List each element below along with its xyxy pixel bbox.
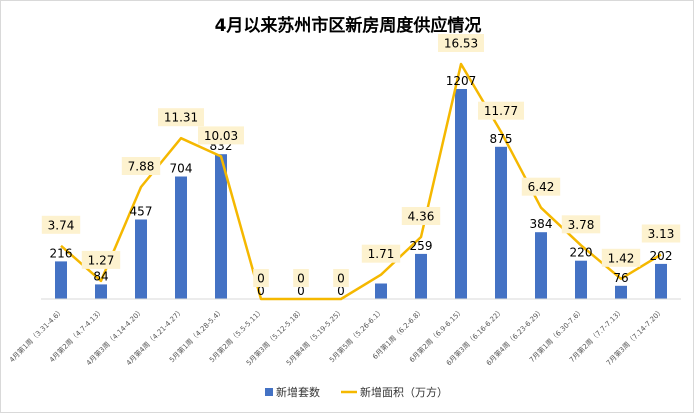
area-value-label-16: 3.13 xyxy=(641,224,681,243)
bar-4 xyxy=(175,176,187,299)
area-value-label-8: 0 xyxy=(333,269,349,287)
area-label-bg xyxy=(293,269,309,287)
area-label-text: 3.13 xyxy=(648,227,675,241)
area-label-bg xyxy=(641,224,681,243)
bar-value-label-7: 0 xyxy=(297,284,305,298)
legend-swatch-bar xyxy=(265,388,273,396)
area-value-label-10: 4.36 xyxy=(401,207,441,225)
bar-12 xyxy=(495,146,507,299)
area-label-text: 11.31 xyxy=(164,111,198,125)
bar-16 xyxy=(655,263,667,299)
bar-value-label-2: 84 xyxy=(93,269,108,283)
area-value-label-2: 1.27 xyxy=(81,250,121,269)
area-label-text: 3.78 xyxy=(568,218,595,232)
legend-label-bar: 新增套数 xyxy=(276,385,320,399)
area-label-bg xyxy=(198,126,244,145)
bar-2 xyxy=(95,284,107,299)
area-label-bg xyxy=(401,207,441,225)
bar-value-label-11: 1207 xyxy=(446,74,477,88)
area-label-text: 16.53 xyxy=(444,37,478,51)
area-value-label-3: 7.88 xyxy=(121,157,161,175)
bar-3 xyxy=(135,219,147,299)
area-label-text: 1.27 xyxy=(88,253,115,267)
area-label-bg xyxy=(438,34,484,52)
bar-13 xyxy=(535,232,547,299)
bars-layer xyxy=(55,89,667,299)
area-value-label-11: 16.53 xyxy=(438,34,484,52)
area-value-label-1: 3.74 xyxy=(41,215,81,234)
area-value-label-7: 0 xyxy=(293,269,309,287)
bar-value-label-16: 202 xyxy=(650,249,673,263)
area-label-text: 4.36 xyxy=(408,210,435,224)
bar-value-label-13: 384 xyxy=(530,217,553,231)
bar-value-label-6: 0 xyxy=(257,284,265,298)
line-layer xyxy=(60,62,662,301)
area-label-bg xyxy=(521,177,561,196)
area-value-label-4: 11.31 xyxy=(158,108,204,127)
bar-11 xyxy=(455,89,467,299)
area-label-text: 1.71 xyxy=(368,247,395,261)
area-value-label-5: 10.03 xyxy=(198,126,244,145)
bar-value-label-4: 704 xyxy=(170,162,193,176)
bar-value-label-3: 457 xyxy=(130,205,153,219)
area-label-bg xyxy=(601,248,641,267)
bar-5 xyxy=(215,154,227,299)
area-label-bg xyxy=(253,269,269,287)
area-label-bg xyxy=(158,108,204,127)
bar-value-label-15: 76 xyxy=(613,271,628,285)
area-value-label-9: 1.71 xyxy=(361,244,401,263)
bar-14 xyxy=(575,260,587,299)
area-label-bg xyxy=(81,250,121,269)
bar-value-label-10: 259 xyxy=(410,239,433,253)
bar-9 xyxy=(375,283,387,299)
area-label-text: 11.77 xyxy=(484,104,518,118)
area-label-bg xyxy=(478,101,524,120)
area-label-bg xyxy=(561,215,601,234)
legend-label-line: 新增面积（万方） xyxy=(360,385,448,399)
area-value-label-12: 11.77 xyxy=(478,101,524,120)
area-label-bg xyxy=(121,157,161,175)
area-label-bg xyxy=(41,215,81,234)
area-value-label-14: 3.78 xyxy=(561,215,601,234)
area-value-label-15: 1.42 xyxy=(601,248,641,267)
chart-title: 4月以来苏州市区新房周度供应情况 xyxy=(215,15,482,36)
area-label-text: 0 xyxy=(257,272,265,286)
area-value-label-13: 6.42 xyxy=(521,177,561,196)
bar-10 xyxy=(415,253,427,299)
area-label-text: 7.88 xyxy=(128,160,155,174)
area-label-text: 1.42 xyxy=(608,251,635,265)
area-label-bg xyxy=(361,244,401,263)
area-label-text: 10.03 xyxy=(204,129,238,143)
area-label-text: 3.74 xyxy=(48,218,75,232)
area-line xyxy=(60,62,662,301)
legend: 新增套数 新增面积（万方） xyxy=(265,385,448,399)
area-value-label-6: 0 xyxy=(253,269,269,287)
bar-value-label-8: 0 xyxy=(337,284,345,298)
bar-value-label-14: 220 xyxy=(570,246,593,260)
bar-1 xyxy=(55,261,67,299)
area-label-text: 6.42 xyxy=(528,180,555,194)
x-tick-labels: 4月第1周（3.31-4.6）4月第2周（4.7-4.13）4月第3周（4.14… xyxy=(7,306,665,367)
area-label-text: 0 xyxy=(297,272,305,286)
area-label-bg xyxy=(333,269,349,287)
bar-value-label-12: 875 xyxy=(490,132,513,146)
area-label-text: 0 xyxy=(337,272,345,286)
bar-15 xyxy=(615,285,627,299)
bar-value-label-1: 216 xyxy=(50,246,73,260)
